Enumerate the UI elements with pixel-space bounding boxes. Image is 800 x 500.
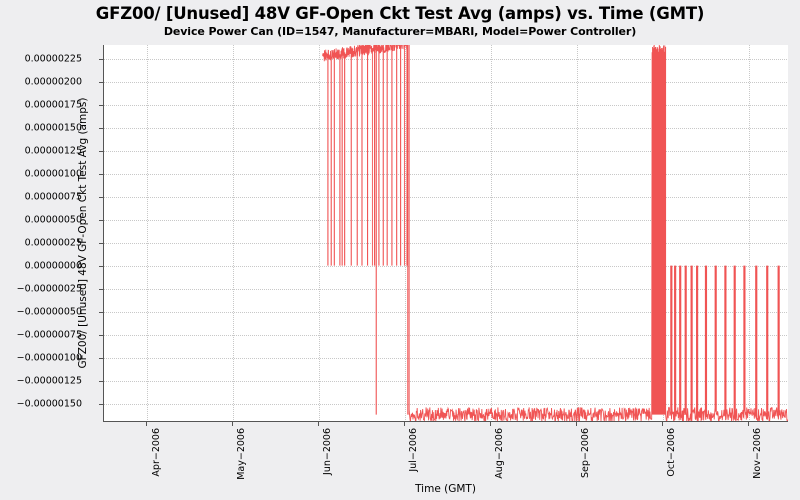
y-tick-mark (99, 311, 103, 313)
y-tick-mark (99, 288, 103, 290)
y-tick-mark (99, 58, 103, 60)
y-tick-label: 0.00000050 (24, 214, 82, 226)
gridline-vertical (748, 45, 750, 421)
y-tick-mark (99, 265, 103, 267)
y-tick-label: 0.00000175 (24, 99, 82, 111)
gridline-horizontal (104, 242, 788, 244)
x-tick-label: Oct−2006 (666, 428, 678, 477)
y-tick-mark (99, 150, 103, 152)
plot-wrapper: GFZ00/ [Unused] 48V GF-Open Ckt Test Avg… (17, 45, 788, 495)
y-tick-mark (99, 196, 103, 198)
gridline-horizontal (104, 357, 788, 359)
gridline-vertical (318, 45, 320, 421)
y-axis-label: GFZ00/ [Unused] 48V GF-Open Ckt Test Avg… (77, 97, 89, 369)
y-tick-label: −0.00000125 (16, 375, 82, 387)
gridline-horizontal (104, 219, 788, 221)
y-tick-mark (99, 334, 103, 336)
x-tick-label: Jul−2006 (408, 428, 420, 472)
y-tick-mark (99, 127, 103, 129)
x-tick-label: Sep−2006 (580, 428, 592, 479)
y-tick-label: 0.00000000 (24, 260, 82, 272)
x-tick-label: Jun−2006 (322, 428, 334, 475)
y-tick-label: −0.00000100 (16, 352, 82, 364)
x-tick-mark (146, 422, 148, 426)
x-tick-label: Aug−2006 (494, 428, 506, 479)
gridline-horizontal (104, 311, 788, 313)
y-tick-mark (99, 81, 103, 83)
y-tick-label: 0.00000100 (24, 168, 82, 180)
gridline-horizontal (104, 127, 788, 129)
y-tick-mark (99, 380, 103, 382)
y-tick-label: −0.00000050 (16, 306, 82, 318)
gridline-vertical (232, 45, 234, 421)
data-series (104, 45, 788, 422)
gridline-horizontal (104, 196, 788, 198)
gridline-horizontal (104, 58, 788, 60)
x-tick-mark (747, 422, 749, 426)
gridline-horizontal (104, 104, 788, 106)
gridline-vertical (490, 45, 492, 421)
chart-title: GFZ00/ [Unused] 48V GF-Open Ckt Test Avg… (95, 4, 705, 23)
x-tick-mark (661, 422, 663, 426)
series-line (323, 45, 788, 422)
y-tick-label: 0.00000200 (24, 76, 82, 88)
y-tick-label: −0.00000025 (16, 283, 82, 295)
x-tick-label: May−2006 (236, 428, 248, 480)
gridline-horizontal (104, 265, 788, 267)
chart-subtitle: Device Power Can (ID=1547, Manufacturer=… (163, 25, 637, 38)
gridline-vertical (576, 45, 578, 421)
gridline-horizontal (104, 288, 788, 290)
x-axis-label: Time (GMT) (415, 483, 476, 495)
x-tick-label: Apr−2006 (150, 428, 162, 477)
gridline-horizontal (104, 403, 788, 405)
x-tick-mark (231, 422, 233, 426)
y-tick-mark (99, 173, 103, 175)
y-tick-label: 0.00000025 (24, 237, 82, 249)
y-tick-mark (99, 104, 103, 106)
y-tick-mark (99, 219, 103, 221)
plot-area (103, 45, 788, 422)
y-tick-mark (99, 242, 103, 244)
gridline-horizontal (104, 81, 788, 83)
gridline-horizontal (104, 173, 788, 175)
x-tick-mark (317, 422, 319, 426)
x-tick-mark (403, 422, 405, 426)
gridline-vertical (147, 45, 149, 421)
y-tick-label: 0.00000125 (24, 145, 82, 157)
gridline-horizontal (104, 334, 788, 336)
y-tick-label: 0.00000225 (24, 53, 82, 65)
y-tick-label: 0.00000150 (24, 122, 82, 134)
y-tick-mark (99, 357, 103, 359)
gridline-horizontal (104, 380, 788, 382)
y-tick-label: 0.00000075 (24, 191, 82, 203)
gridline-horizontal (104, 150, 788, 152)
gridline-vertical (404, 45, 406, 421)
y-tick-mark (99, 403, 103, 405)
x-tick-mark (489, 422, 491, 426)
y-tick-label: −0.00000150 (16, 398, 82, 410)
x-tick-label: Nov−2006 (752, 428, 764, 479)
y-tick-label: −0.00000075 (16, 329, 82, 341)
x-tick-mark (575, 422, 577, 426)
